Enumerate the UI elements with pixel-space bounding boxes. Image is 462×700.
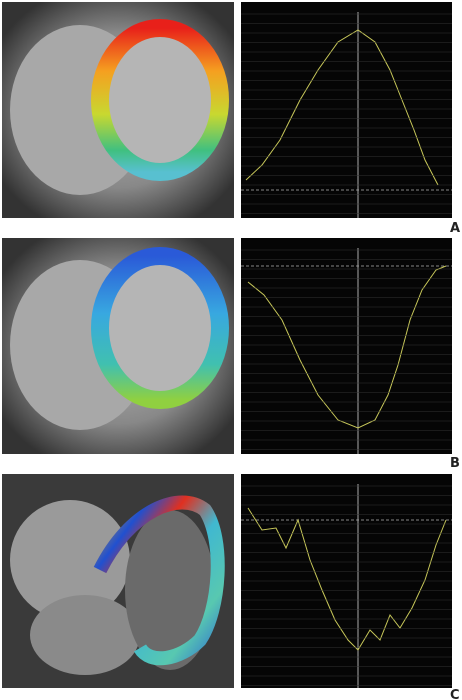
panel-label: C bbox=[450, 688, 460, 700]
strain-ring bbox=[93, 495, 225, 666]
anatomy bbox=[10, 500, 130, 620]
grid bbox=[241, 13, 452, 686]
chart-panel bbox=[241, 2, 452, 218]
strain-curve bbox=[247, 265, 447, 429]
panel-label: A bbox=[450, 221, 460, 236]
panel-label: B bbox=[450, 456, 460, 471]
panel-a: A bbox=[2, 2, 460, 236]
panel-b: B bbox=[2, 238, 460, 471]
strain-curve bbox=[247, 507, 447, 651]
strain-curve bbox=[245, 29, 439, 186]
anatomy bbox=[125, 510, 215, 670]
chart-panel bbox=[241, 238, 452, 454]
anatomy bbox=[30, 595, 140, 675]
strain-ring bbox=[91, 19, 229, 181]
panel-c: C bbox=[2, 474, 460, 700]
strain-ring bbox=[91, 247, 229, 409]
